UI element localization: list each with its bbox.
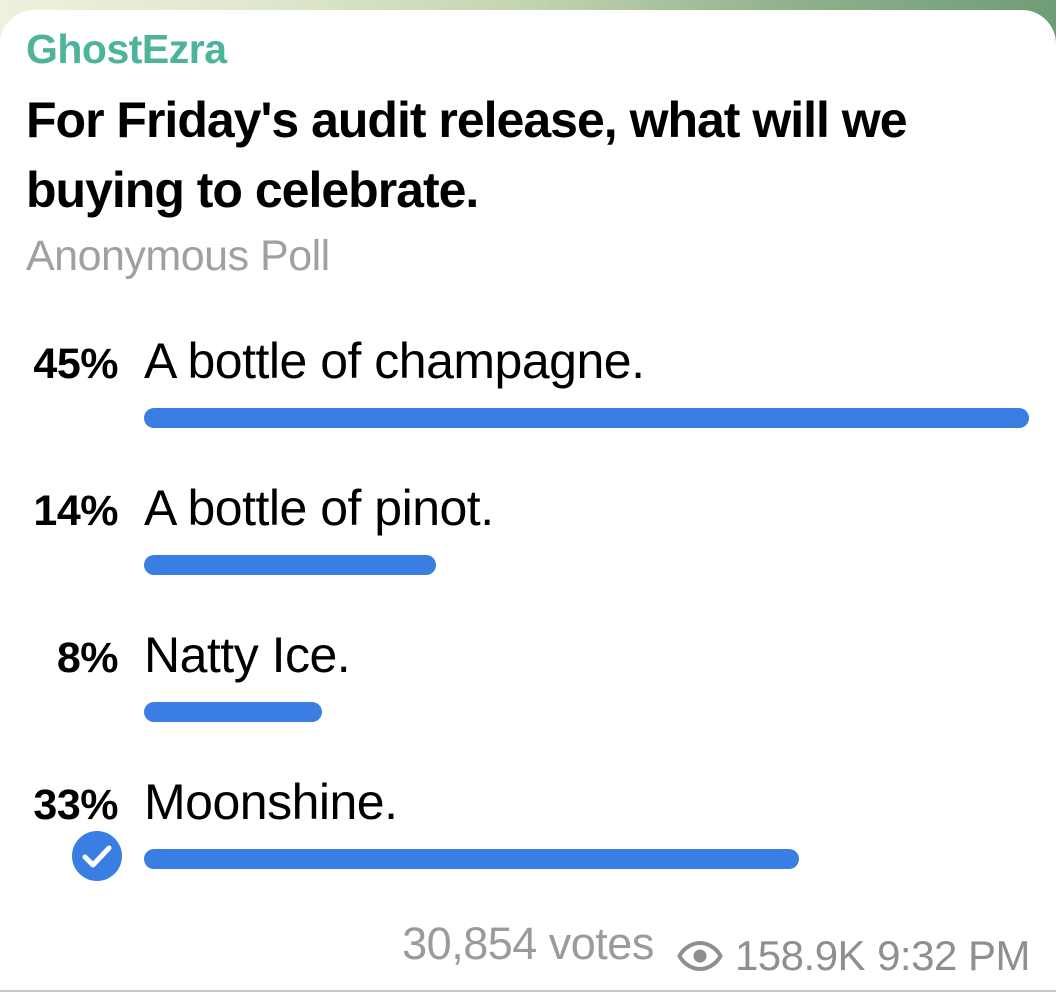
message-bubble: GhostEzra For Friday's audit release, wh…	[0, 10, 1056, 992]
option-percent: 45%	[33, 340, 118, 388]
total-votes: 30,854 votes	[402, 918, 654, 969]
poll-options: 45% A bottle of champagne. 14% A bottle …	[26, 331, 1030, 881]
poll-option-natty-ice[interactable]: 8% Natty Ice.	[26, 625, 1030, 722]
option-percent: 14%	[33, 487, 118, 535]
result-bar	[144, 555, 437, 575]
option-label: Natty Ice.	[144, 627, 351, 683]
poll-option-champagne[interactable]: 45% A bottle of champagne.	[26, 331, 1030, 428]
result-bar	[144, 408, 1029, 428]
option-label: Moonshine.	[144, 774, 398, 830]
option-label: A bottle of champagne.	[144, 333, 645, 389]
timestamp: 9:32 PM	[877, 932, 1030, 979]
poll-type-label: Anonymous Poll	[26, 232, 330, 280]
views-count: 158.9K	[734, 932, 866, 979]
eye-icon	[677, 940, 723, 972]
poll-option-moonshine[interactable]: 33% Moonshine.	[26, 772, 1030, 881]
channel-name[interactable]: GhostEzra	[26, 26, 227, 72]
result-bar	[144, 849, 800, 869]
vote-check-icon	[72, 831, 122, 881]
option-percent: 33%	[33, 781, 118, 829]
option-percent: 8%	[56, 634, 119, 682]
separator-line	[0, 990, 1056, 992]
poll-question: For Friday's audit release, what will we…	[26, 92, 908, 218]
poll-option-pinot[interactable]: 14% A bottle of pinot.	[26, 478, 1030, 575]
result-bar	[144, 702, 322, 722]
message-meta: 158.9K 9:32 PM	[677, 932, 1030, 980]
option-label: A bottle of pinot.	[144, 480, 494, 536]
